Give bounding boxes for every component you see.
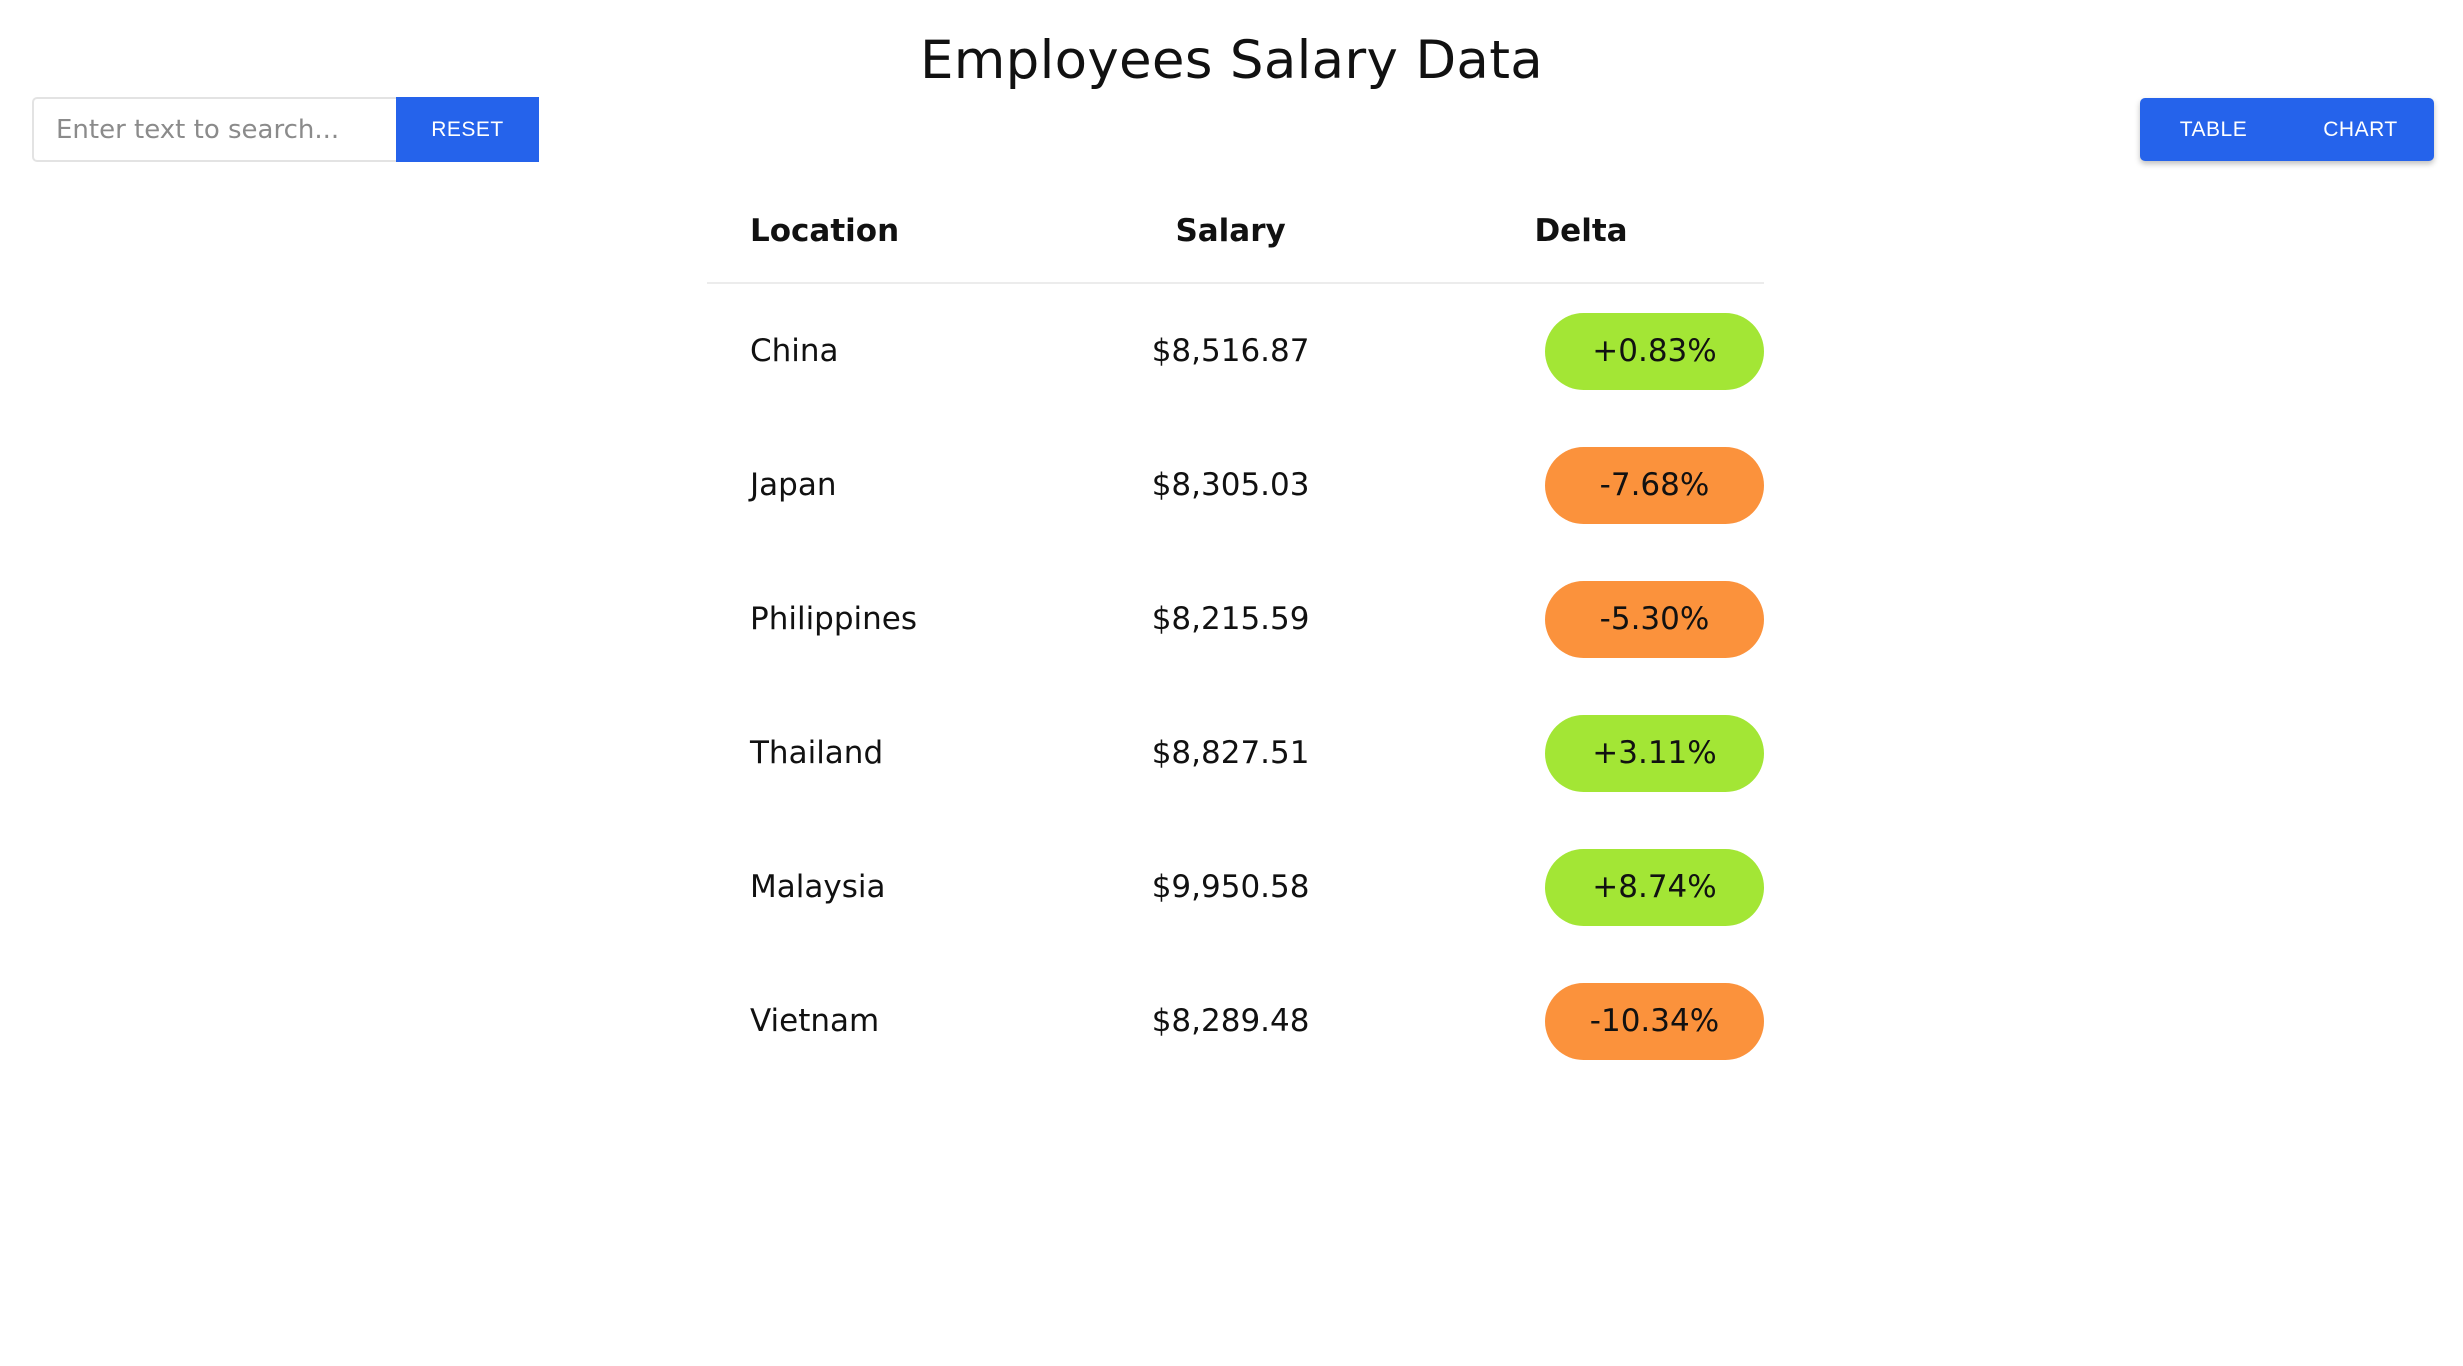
- salary-cell: $9,950.58: [1151, 869, 1310, 905]
- table-row: Thailand $8,827.51 +3.11%: [707, 686, 1764, 820]
- delta-badge: +3.11%: [1545, 714, 1764, 792]
- view-toggle: TABLE CHART: [2140, 98, 2434, 161]
- reset-button[interactable]: RESET: [396, 97, 539, 162]
- salary-cell: $8,305.03: [1151, 467, 1310, 503]
- table-row: Japan $8,305.03 -7.68%: [707, 418, 1764, 552]
- delta-cell: -7.68%: [1398, 418, 1764, 552]
- delta-cell: +3.11%: [1398, 686, 1764, 820]
- delta-badge: -7.68%: [1545, 446, 1764, 524]
- table-row: Vietnam $8,289.48 -10.34%: [707, 954, 1764, 1088]
- column-header-location: Location: [707, 180, 1064, 284]
- column-header-delta: Delta: [1398, 180, 1764, 284]
- delta-cell: -10.34%: [1398, 954, 1764, 1088]
- search-input[interactable]: [32, 97, 396, 162]
- chart-view-button[interactable]: CHART: [2287, 98, 2434, 161]
- location-cell: Vietnam: [750, 1003, 880, 1039]
- salary-cell: $8,827.51: [1151, 735, 1310, 771]
- delta-cell: -5.30%: [1398, 552, 1764, 686]
- column-header-salary: Salary: [1063, 180, 1398, 284]
- location-cell: China: [750, 333, 839, 369]
- delta-badge: +0.83%: [1545, 312, 1764, 390]
- location-cell: Malaysia: [750, 869, 886, 905]
- delta-badge: -10.34%: [1545, 982, 1764, 1060]
- salary-cell: $8,516.87: [1151, 333, 1310, 369]
- location-cell: Philippines: [750, 601, 918, 637]
- salary-table: Location Salary Delta China $8,516.87 +0…: [707, 180, 1764, 1088]
- table-view-button[interactable]: TABLE: [2140, 98, 2287, 161]
- location-cell: Japan: [750, 467, 837, 503]
- search-group: RESET: [32, 97, 539, 162]
- table-row: China $8,516.87 +0.83%: [707, 283, 1764, 418]
- delta-badge: -5.30%: [1545, 580, 1764, 658]
- salary-table-container: Location Salary Delta China $8,516.87 +0…: [707, 180, 1764, 1088]
- table-row: Philippines $8,215.59 -5.30%: [707, 552, 1764, 686]
- delta-cell: +0.83%: [1398, 283, 1764, 418]
- delta-cell: +8.74%: [1398, 820, 1764, 954]
- table-header-row: Location Salary Delta: [707, 180, 1764, 284]
- page-title: Employees Salary Data: [919, 30, 1544, 91]
- table-row: Malaysia $9,950.58 +8.74%: [707, 820, 1764, 954]
- delta-badge: +8.74%: [1545, 848, 1764, 926]
- location-cell: Thailand: [750, 735, 884, 771]
- salary-cell: $8,289.48: [1151, 1003, 1310, 1039]
- salary-cell: $8,215.59: [1151, 601, 1310, 637]
